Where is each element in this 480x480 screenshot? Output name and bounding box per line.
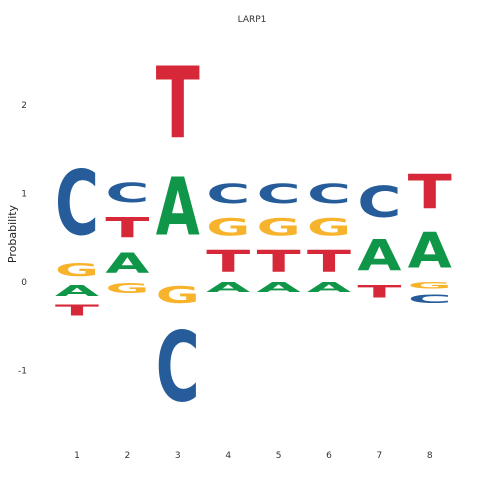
logo-letter-c: C bbox=[105, 178, 149, 209]
logo-letter-g: G bbox=[307, 213, 351, 242]
logo-letter-t: T bbox=[257, 244, 302, 279]
x-tick-label: 1 bbox=[74, 451, 80, 461]
logo-letter-c: C bbox=[257, 179, 301, 210]
logo-letter-t: T bbox=[206, 244, 251, 279]
logo-letter-t: T bbox=[408, 165, 452, 220]
logo-letter-a: A bbox=[156, 162, 200, 254]
x-tick-label: 6 bbox=[326, 451, 332, 461]
x-tick-label: 2 bbox=[125, 451, 131, 461]
logo-letter-g: G bbox=[156, 282, 200, 308]
logo-letter-a: A bbox=[257, 280, 301, 295]
y-tick-label: 1 bbox=[21, 190, 27, 200]
logo-letter-c: C bbox=[156, 312, 200, 424]
logo-letter-g: G bbox=[206, 213, 250, 242]
logo-letter-a: A bbox=[206, 280, 250, 295]
logo-letter-c: C bbox=[55, 151, 99, 255]
logo-letter-t: T bbox=[105, 211, 149, 244]
logo-letter-c: C bbox=[408, 293, 452, 306]
logo-letter-a: A bbox=[357, 230, 401, 280]
x-tick-label: 5 bbox=[276, 451, 282, 461]
x-tick-label: 3 bbox=[175, 451, 181, 461]
y-axis-label: Probability bbox=[6, 204, 19, 263]
logo-letter-t: T bbox=[307, 244, 352, 279]
logo-letter-g: G bbox=[408, 280, 452, 291]
x-axis-ticks: 1 2 3 4 5 6 7 8 bbox=[74, 451, 433, 461]
logo-letter-g: G bbox=[257, 213, 301, 242]
logo-letter-g: G bbox=[55, 260, 99, 280]
y-tick-label: 2 bbox=[21, 101, 27, 111]
logo-letter-c: C bbox=[357, 179, 401, 228]
x-tick-label: 8 bbox=[427, 451, 433, 461]
logo-letter-t: T bbox=[156, 46, 200, 161]
chart-title: LARP1 bbox=[238, 15, 267, 25]
logo-letter-c: C bbox=[206, 179, 250, 210]
logo-letter-a: A bbox=[55, 282, 99, 300]
x-tick-label: 4 bbox=[225, 451, 231, 461]
x-tick-label: 7 bbox=[377, 451, 383, 461]
logo-letter-c: C bbox=[307, 179, 351, 210]
logo-letter-a: A bbox=[408, 222, 452, 279]
logo-letter-t: T bbox=[357, 282, 401, 301]
logo-letter-a: A bbox=[105, 246, 149, 279]
y-tick-label: 0 bbox=[21, 278, 27, 288]
logo-letter-t: T bbox=[55, 302, 99, 319]
logo-letter-a: A bbox=[307, 280, 351, 295]
y-tick-label: -1 bbox=[18, 367, 27, 377]
logo-letter-g: G bbox=[105, 281, 149, 297]
y-axis-ticks: -1 0 1 2 bbox=[18, 101, 27, 377]
